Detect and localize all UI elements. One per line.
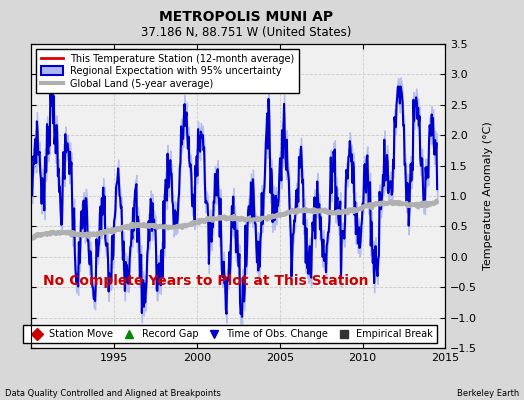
Y-axis label: Temperature Anomaly (°C): Temperature Anomaly (°C) (483, 122, 493, 270)
Legend: Station Move, Record Gap, Time of Obs. Change, Empirical Break: Station Move, Record Gap, Time of Obs. C… (23, 325, 437, 343)
Text: METROPOLIS MUNI AP: METROPOLIS MUNI AP (159, 10, 333, 24)
Text: No Complete Years to Plot at This Station: No Complete Years to Plot at This Statio… (42, 274, 368, 288)
Text: 37.186 N, 88.751 W (United States): 37.186 N, 88.751 W (United States) (141, 26, 352, 39)
Text: Berkeley Earth: Berkeley Earth (456, 389, 519, 398)
Text: Data Quality Controlled and Aligned at Breakpoints: Data Quality Controlled and Aligned at B… (5, 389, 221, 398)
